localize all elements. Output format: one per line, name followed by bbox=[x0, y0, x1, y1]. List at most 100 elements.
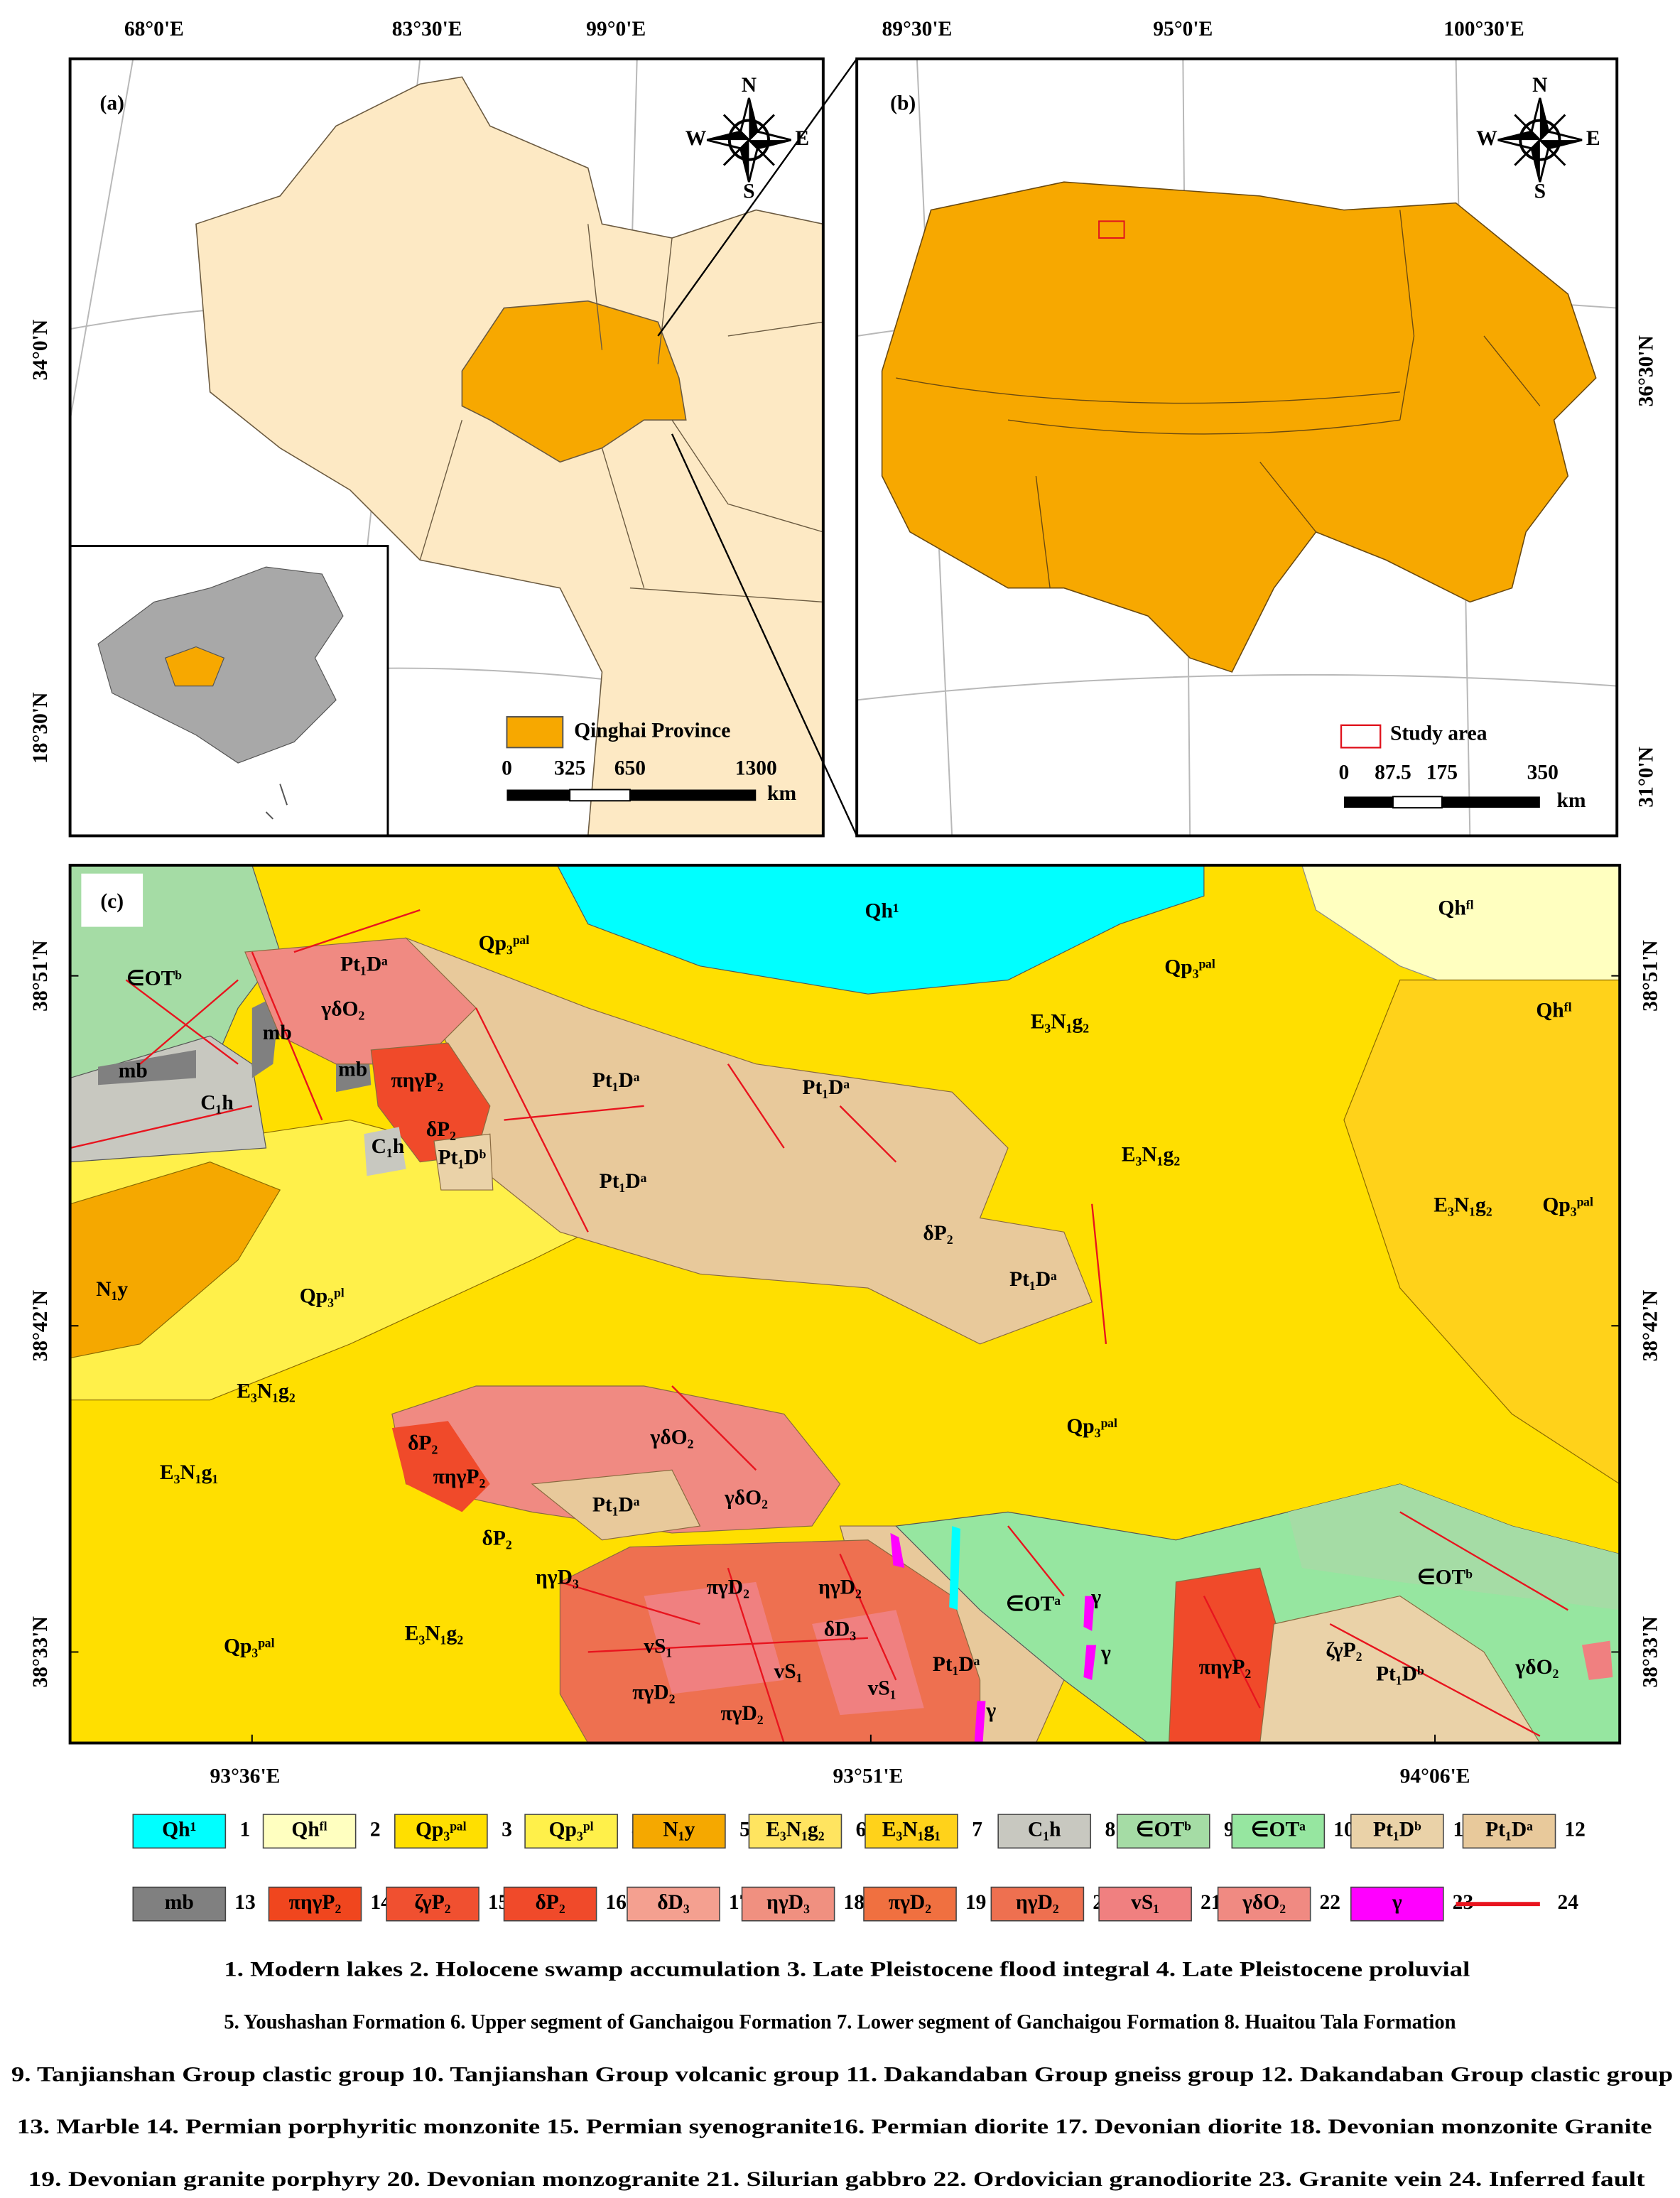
map-label: C₁h bbox=[200, 1092, 234, 1115]
map-label: Pt₁Dᵃ bbox=[340, 953, 388, 976]
longitude-label: 93°36'E bbox=[210, 1765, 281, 1788]
map-label: ∈OTᵃ bbox=[1006, 1593, 1061, 1615]
longitude-label: 95°0'E bbox=[1153, 18, 1213, 40]
legend-number: 22 bbox=[1319, 1891, 1340, 1914]
map-label: γδO₂ bbox=[650, 1426, 694, 1449]
latitude-label: 38°33'N bbox=[29, 1616, 52, 1687]
map-label: Qp₃ᵖˡ bbox=[300, 1285, 345, 1308]
scale-bar bbox=[1343, 796, 1393, 808]
map-label: mb bbox=[119, 1059, 148, 1082]
legend-symbol: ηγD₂ bbox=[1016, 1891, 1059, 1914]
compass-letter: N bbox=[742, 74, 757, 97]
legend-swatch bbox=[865, 1814, 958, 1849]
legend-number: 24 bbox=[1557, 1891, 1578, 1914]
latitude-label: 38°42'N bbox=[1639, 1290, 1662, 1361]
legend-swatch bbox=[627, 1886, 720, 1922]
latitude-label: 34°0'N bbox=[29, 320, 52, 381]
longitude-label: 99°0'E bbox=[586, 18, 646, 40]
legend-symbol: ∈OTᵇ bbox=[1136, 1818, 1191, 1841]
legend-swatch bbox=[863, 1886, 957, 1922]
map-label: E₃N₁g₂ bbox=[405, 1623, 464, 1645]
scale-bar bbox=[1441, 796, 1540, 808]
caption-line: 13. Marble 14. Permian porphyritic monzo… bbox=[17, 2116, 1652, 2138]
map-label: πηγP₂ bbox=[391, 1069, 443, 1092]
legend-swatch bbox=[1350, 1814, 1444, 1849]
map-label: Pt₁Dᵃ bbox=[802, 1076, 850, 1099]
longitude-label: 83°30'E bbox=[392, 18, 462, 40]
map-label: ηγD₃ bbox=[536, 1566, 579, 1589]
map-label: E₃N₁g₂ bbox=[1031, 1010, 1090, 1033]
legend-swatch bbox=[394, 1814, 488, 1849]
legend-symbol: Qhᶠˡ bbox=[291, 1818, 327, 1841]
legend-number: 12 bbox=[1564, 1818, 1586, 1841]
latitude-label: 38°33'N bbox=[1639, 1616, 1662, 1687]
map-label: γδO₂ bbox=[724, 1486, 768, 1509]
scale-unit: km bbox=[1556, 789, 1586, 812]
map-label: Qh¹ bbox=[865, 900, 899, 923]
panel-label: (a) bbox=[100, 92, 124, 115]
map-label: vS₁ bbox=[644, 1635, 672, 1657]
map-label: N₁y bbox=[96, 1278, 128, 1301]
legend-number: 2 bbox=[370, 1818, 381, 1841]
scale-bar bbox=[1392, 796, 1443, 809]
map-label: πγD₂ bbox=[720, 1702, 763, 1725]
map-label: Pt₁Dᵃ bbox=[592, 1069, 640, 1092]
legend-swatch bbox=[506, 716, 564, 749]
legend-symbol: E₃N₁g₂ bbox=[766, 1818, 825, 1841]
map-label: γ bbox=[1090, 1586, 1101, 1608]
map-label: γ bbox=[985, 1699, 996, 1722]
legend-label: Study area bbox=[1390, 722, 1487, 745]
legend-symbol: Qh¹ bbox=[162, 1818, 196, 1841]
map-label: πηγP₂ bbox=[1199, 1656, 1252, 1679]
legend-number: 13 bbox=[234, 1891, 256, 1914]
scale-label: 0 bbox=[1339, 762, 1350, 784]
legend-swatch bbox=[1340, 724, 1382, 749]
panel-a-frame bbox=[68, 57, 825, 838]
panel-b-map bbox=[857, 58, 1617, 836]
scale-label: 0 bbox=[502, 757, 512, 780]
legend-number: 5 bbox=[739, 1818, 750, 1841]
map-label: δP₂ bbox=[408, 1432, 438, 1455]
legend-symbol: C₁h bbox=[1028, 1818, 1061, 1841]
legend-number: 7 bbox=[972, 1818, 982, 1841]
legend-symbol: N₁y bbox=[663, 1818, 695, 1841]
scale-label: 175 bbox=[1426, 762, 1458, 784]
legend-swatch bbox=[741, 1886, 835, 1922]
map-label: E₃N₁g₁ bbox=[160, 1461, 218, 1484]
legend-number: 19 bbox=[965, 1891, 987, 1914]
map-label: Pt₁Dᵃ bbox=[933, 1653, 980, 1676]
compass-letter: S bbox=[743, 180, 754, 203]
map-label: γδO₂ bbox=[320, 998, 364, 1021]
latitude-label: 38°51'N bbox=[29, 940, 52, 1011]
scale-unit: km bbox=[767, 782, 796, 805]
caption-line: 19. Devonian granite porphyry 20. Devoni… bbox=[28, 2168, 1644, 2191]
legend-symbol: γδO₂ bbox=[1242, 1891, 1286, 1914]
scale-bar bbox=[629, 789, 757, 801]
compass-letter: W bbox=[1476, 127, 1497, 150]
map-label: Pt₁Dᵃ bbox=[600, 1170, 647, 1193]
legend-number: 18 bbox=[843, 1891, 865, 1914]
map-label: vS₁ bbox=[868, 1677, 896, 1699]
compass-letter: E bbox=[795, 127, 809, 150]
scale-label: 87.5 bbox=[1375, 762, 1411, 784]
map-label: Pt₁Dᵇ bbox=[1376, 1663, 1424, 1686]
legend-number: 3 bbox=[502, 1818, 512, 1841]
map-label: ζγP₂ bbox=[1326, 1639, 1362, 1662]
caption-line: 9. Tanjianshan Group clastic group 10. T… bbox=[11, 2063, 1673, 2086]
label-box bbox=[81, 873, 143, 927]
map-label: C₁h bbox=[372, 1135, 405, 1158]
latitude-label: 31°0'N bbox=[1635, 747, 1657, 808]
latitude-label: 38°42'N bbox=[29, 1290, 52, 1361]
longitude-label: 93°51'E bbox=[833, 1765, 904, 1788]
map-label: πηγP₂ bbox=[433, 1466, 486, 1488]
legend-swatch bbox=[1098, 1886, 1192, 1922]
map-label: ∈OTᵇ bbox=[1417, 1566, 1473, 1589]
scale-label: 650 bbox=[614, 757, 646, 780]
map-label: ∈OTᵇ bbox=[126, 967, 182, 990]
caption-line: 5. Youshashan Formation 6. Upper segment… bbox=[224, 2010, 1456, 2033]
legend-swatch bbox=[132, 1886, 227, 1922]
map-label: Qhᶠˡ bbox=[1536, 1000, 1571, 1022]
legend-symbol: δD₃ bbox=[657, 1891, 690, 1914]
scale-label: 1300 bbox=[735, 757, 777, 780]
